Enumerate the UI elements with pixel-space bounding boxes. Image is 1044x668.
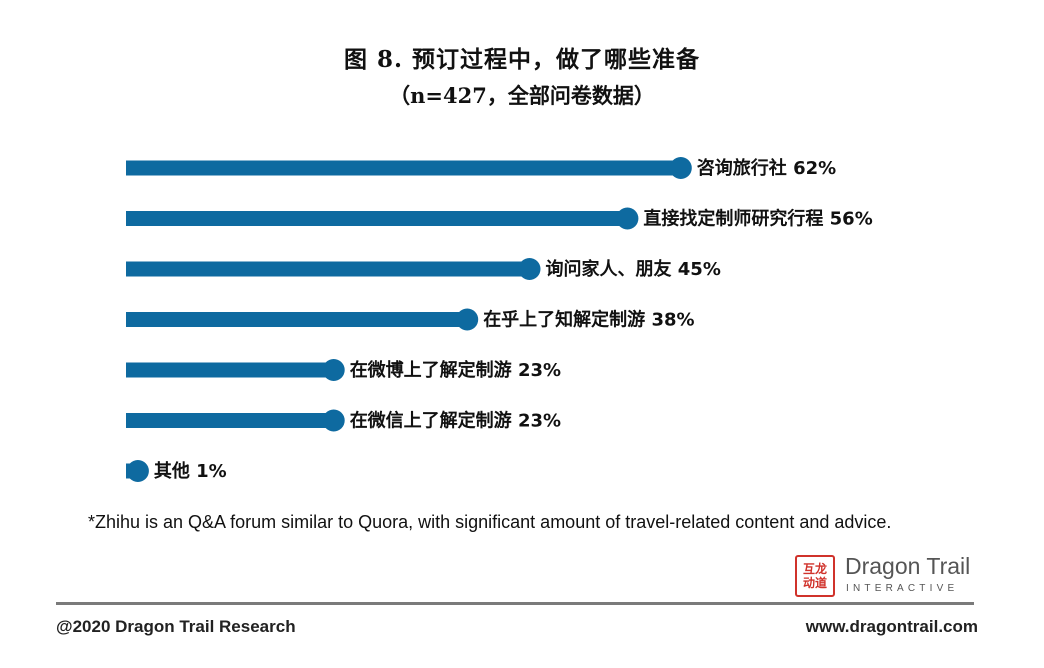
footnote: *Zhihu is an Q&A forum similar to Quora,… <box>88 512 892 532</box>
logo-tagline: INTERACTIVE <box>846 583 959 594</box>
bar-label: 在乎上了知解定制游 38% <box>483 309 694 331</box>
bar-end-dot <box>456 308 479 331</box>
dragon-trail-logo: 互龙动道 Dragon Trail INTERACTIVE <box>795 553 985 599</box>
bar-label: 其他 1% <box>154 460 227 482</box>
bar-end-dot <box>322 359 345 381</box>
bar <box>126 160 678 176</box>
bar-end-dot <box>616 207 639 230</box>
footer-divider <box>56 602 974 605</box>
bar-end-dot <box>669 157 692 179</box>
logo-mark-icon: 互龙动道 <box>795 555 835 597</box>
bar <box>126 362 331 378</box>
bar-label: 在微信上了解定制游 23% <box>350 410 561 432</box>
bar-label: 直接找定制师研究行程 56% <box>643 208 872 230</box>
bar-end-dot <box>126 460 149 482</box>
bar-label: 在微博上了解定制游 23% <box>350 359 561 381</box>
footer-url[interactable]: www.dragontrail.com <box>805 617 978 636</box>
logo-name: Dragon Trail <box>845 553 971 579</box>
bar-end-dot <box>518 258 541 280</box>
bar <box>126 211 625 226</box>
bar <box>126 413 331 428</box>
bar-label: 询问家人、朋友 45% <box>546 258 721 280</box>
bar <box>126 261 527 277</box>
chart-title: 图 8. 预订过程中，做了哪些准备 <box>343 46 701 73</box>
chart-subtitle: （n=427，全部问卷数据） <box>389 83 655 108</box>
bar-end-dot <box>322 409 345 432</box>
bar-label: 咨询旅行社 62% <box>697 157 836 179</box>
footer-copyright: @2020 Dragon Trail Research <box>56 617 296 636</box>
bar <box>126 312 465 327</box>
